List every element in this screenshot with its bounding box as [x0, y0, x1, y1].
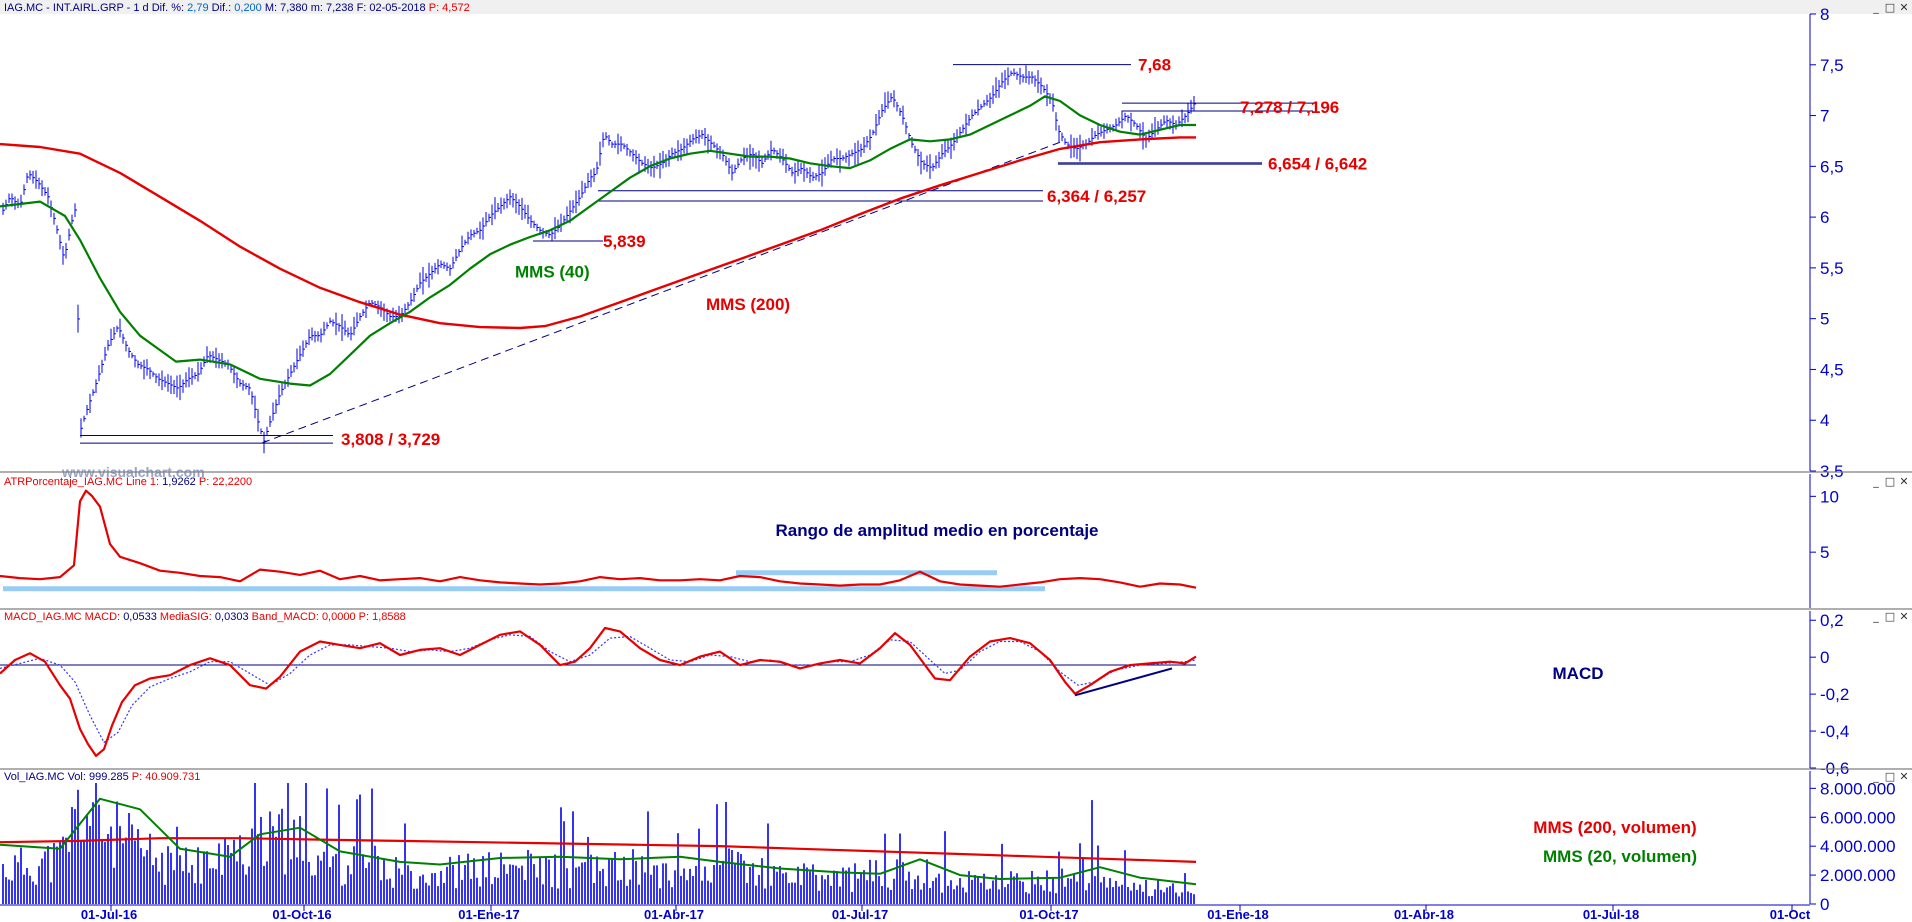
- y-tick-label: 0: [1820, 648, 1829, 667]
- macd-signal-line: [0, 634, 1197, 744]
- atr-line: [0, 489, 1197, 589]
- close-button[interactable]: ✕: [1899, 1, 1908, 14]
- y-tick-label: 5: [1820, 310, 1829, 329]
- header-part: IAG.MC - INT.AIRL.GRP - 1 d Dif. %:: [4, 2, 187, 14]
- y-tick-label: 0,2: [1820, 611, 1844, 630]
- header-part: P: 40.909.731: [129, 771, 201, 783]
- y-tick-label: 10: [1820, 487, 1839, 506]
- pane-header: Vol_IAG.MC Vol: 999.285 P: 40.909.731: [4, 771, 200, 783]
- y-tick-label: 4,5: [1820, 360, 1844, 379]
- header-part: 999.285: [89, 771, 129, 783]
- label-mms200: MMS (200): [706, 295, 790, 314]
- header-part: Band_MACD: 0,0000 P: 1,8588: [249, 611, 406, 623]
- y-tick-label: 5,5: [1820, 259, 1844, 278]
- trendline: [261, 141, 1061, 444]
- mms200-line: [0, 136, 1196, 330]
- label-6-364: 6,364 / 6,257: [1047, 187, 1146, 206]
- header-part: 0,0533: [123, 611, 157, 623]
- close-button[interactable]: ✕: [1899, 770, 1908, 783]
- minimize-button[interactable]: _: [1872, 610, 1879, 623]
- atr-pane[interactable]: ATRPorcentaje_IAG.MC Line 1: 1,9262 P: 2…: [0, 474, 1909, 608]
- pane-header: MACD_IAG.MC MACD: 0,0533 MediaSIG: 0,030…: [4, 611, 406, 623]
- y-tick-label: 7: [1820, 107, 1829, 126]
- maximize-button[interactable]: □: [1885, 1, 1895, 14]
- vol-mms20-label: MMS (20, volumen): [1543, 847, 1697, 866]
- macd-annotation: MACD: [1553, 664, 1604, 683]
- x-tick-label: 01-Oct-16: [272, 907, 331, 922]
- header-part: 1,9262: [162, 476, 196, 488]
- vol-mms20-line: [0, 797, 1197, 886]
- label-6-654: 6,654 / 6,642: [1268, 154, 1367, 173]
- x-tick-label: 01-Oct-17: [1019, 907, 1078, 922]
- close-button[interactable]: ✕: [1899, 610, 1908, 623]
- volume-pane[interactable]: Vol_IAG.MC Vol: 999.285 P: 40.909.731 _ □ ✕…: [0, 770, 1909, 914]
- vol-mms200-line: [0, 837, 1197, 863]
- header-part: MACD_IAG.MC MACD:: [4, 611, 123, 623]
- label-5-839: 5,839: [603, 232, 646, 251]
- label-mms40: MMS (40): [515, 262, 590, 281]
- y-tick-label: 6,5: [1820, 157, 1844, 176]
- header-part: 0,0303: [215, 611, 249, 623]
- date-axis: 01-Jul-16 01-Oct-16 01-Ene-17 01-Abr-17 01-J…: [0, 904, 1811, 922]
- label-7-278: 7,278 / 7,196: [1240, 98, 1339, 117]
- minimize-button[interactable]: _: [1872, 475, 1879, 488]
- minimize-button[interactable]: _: [1872, 1, 1879, 14]
- atr-annotation: Rango de amplitud medio en porcentaje: [775, 521, 1098, 540]
- y-tick-label: -0,4: [1820, 722, 1849, 741]
- y-tick-label: 8: [1820, 5, 1829, 24]
- label-3-808: 3,808 / 3,729: [341, 430, 440, 449]
- header-part: P: 22,2200: [196, 476, 252, 488]
- y-tick-label: 2.000.000: [1820, 866, 1896, 885]
- x-tick-label: 01-Oct: [1770, 907, 1811, 922]
- x-tick-label: 01-Ene-17: [458, 907, 519, 922]
- header-part: P: 4,572: [429, 2, 470, 14]
- maximize-button[interactable]: □: [1885, 770, 1895, 783]
- price-header-bar: [0, 0, 1912, 14]
- header-part: Vol_IAG.MC Vol:: [4, 771, 89, 783]
- macd-divergence-line: [1074, 667, 1173, 697]
- maximize-button[interactable]: □: [1885, 475, 1895, 488]
- header-part: ATRPorcentaje_IAG.MC Line 1:: [4, 476, 162, 488]
- x-tick-label: 01-Jul-17: [832, 907, 888, 922]
- y-tick-label: 7,5: [1820, 56, 1844, 75]
- label-7-68: 7,68: [1138, 56, 1171, 75]
- macd-pane[interactable]: MACD_IAG.MC MACD: 0,0533 MediaSIG: 0,030…: [0, 610, 1909, 778]
- maximize-button[interactable]: □: [1885, 610, 1895, 623]
- x-tick-label: 01-Jul-16: [81, 907, 137, 922]
- y-tick-label: 6.000.000: [1820, 808, 1896, 827]
- header-part: MediaSIG:: [157, 611, 215, 623]
- x-tick-label: 01-Ene-18: [1207, 907, 1268, 922]
- y-tick-label: 0: [1820, 895, 1829, 914]
- close-button[interactable]: ✕: [1899, 475, 1908, 488]
- mms40-line: [0, 95, 1196, 387]
- minimize-button[interactable]: _: [1872, 770, 1879, 783]
- y-tick-label: 6: [1820, 208, 1829, 227]
- header-part: 0,200: [234, 2, 262, 14]
- x-tick-label: 01-Abr-17: [644, 907, 704, 922]
- y-tick-label: 8.000.000: [1820, 779, 1896, 798]
- header-part: M: 7,380 m: 7,238 F: 02-05-2018: [262, 2, 429, 14]
- y-tick-label: 4: [1820, 411, 1829, 430]
- macd-line: [0, 626, 1197, 758]
- y-tick-label: -0,2: [1820, 685, 1849, 704]
- pane-header: IAG.MC - INT.AIRL.GRP - 1 d Dif. %: 2,79…: [4, 2, 470, 14]
- y-tick-label: 4.000.000: [1820, 837, 1896, 856]
- price-pane[interactable]: IAG.MC - INT.AIRL.GRP - 1 d Dif. %: 2,79…: [0, 0, 1912, 481]
- header-part: 2,79: [187, 2, 208, 14]
- x-tick-label: 01-Abr-18: [1394, 907, 1454, 922]
- vol-mms200-label: MMS (200, volumen): [1533, 818, 1696, 837]
- y-tick-label: 5: [1820, 543, 1829, 562]
- x-tick-label: 01-Jul-18: [1583, 907, 1639, 922]
- price-bars: [2, 65, 1196, 454]
- pane-header: ATRPorcentaje_IAG.MC Line 1: 1,9262 P: 2…: [4, 476, 252, 488]
- header-part: Dif.:: [209, 2, 235, 14]
